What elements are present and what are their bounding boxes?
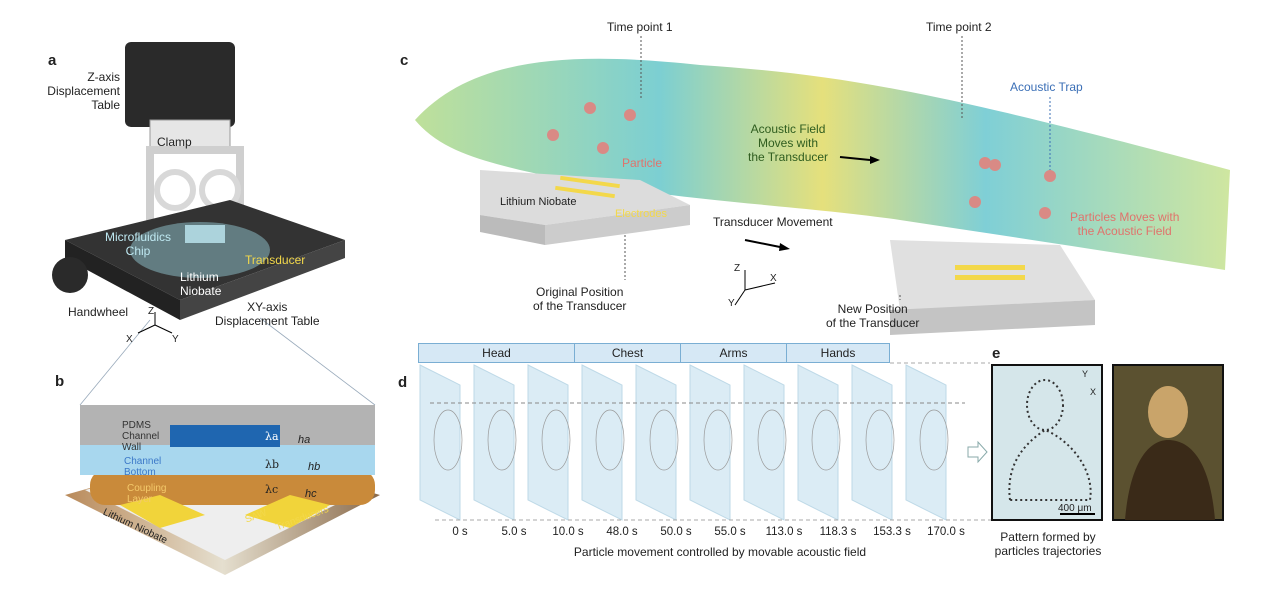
clamp-label: Clamp (157, 135, 192, 149)
axis-x-e: X (1090, 387, 1097, 397)
device-cross-section-illustration (65, 317, 380, 575)
pdms-label: PDMS Channel Wall (122, 420, 160, 453)
panel-d-caption: Particle movement controlled by movable … (573, 545, 867, 559)
axis-z-c: Z (734, 263, 741, 274)
handwheel-label: Handwheel (68, 305, 129, 319)
outline-sketch (541, 409, 571, 471)
group-header-chest: Chest (574, 343, 681, 363)
outline-sketch (433, 409, 463, 471)
trajectory-frame (581, 364, 623, 521)
microscope-stage-illustration (52, 42, 345, 320)
time-tick: 113.0 s (765, 526, 803, 538)
group-header-head: Head (418, 343, 575, 363)
time-tick: 10.0 s (552, 526, 584, 538)
coupling-layer-label: Coupling Layer (127, 483, 167, 505)
time-tick: 55.0 s (714, 526, 746, 538)
microfluidics-label: Microfluidics Chip (105, 230, 172, 258)
time-tick: 170.0 s (927, 526, 965, 538)
time-tick: 0 s (452, 526, 468, 538)
transducer-label: Transducer (245, 253, 306, 267)
trajectory-frame (905, 364, 947, 521)
trajectory-frame (473, 364, 515, 521)
panel-label-c: c (400, 52, 409, 69)
h-a: ha (298, 434, 311, 446)
panel-label-d: d (398, 374, 408, 391)
xy-table-label: XY-axis Displacement Table (215, 300, 320, 328)
time-tick: 118.3 s (819, 526, 857, 538)
panel-label-a: a (48, 52, 57, 69)
time-tick: 50.0 s (660, 526, 692, 538)
group-header-hands: Hands (786, 343, 890, 363)
lithium-label-c: Lithium Niobate (500, 196, 577, 208)
trajectory-frame (851, 364, 893, 521)
time-point-2-label: Time point 2 (926, 20, 992, 34)
field-moves-label: Acoustic Field Moves with the Transducer (748, 122, 829, 164)
trajectory-frames (419, 362, 1000, 521)
trajectory-frame (635, 364, 677, 521)
axis-x-c: X (770, 273, 777, 284)
pattern-images (991, 364, 1224, 521)
particles-move-label: Particles Moves with the Acoustic Field (1070, 210, 1180, 238)
lithium-label-a: Lithium Niobate (180, 270, 222, 298)
lambda-c: λc (265, 483, 279, 496)
acoustic-trap-label: Acoustic Trap (1010, 80, 1083, 94)
outline-sketch (919, 409, 949, 471)
trajectory-frame (743, 364, 785, 521)
panel-e-caption: Pattern formed by particles trajectories (994, 530, 1102, 558)
outline-sketch (865, 409, 895, 471)
time-tick: 5.0 s (501, 526, 527, 538)
particle-label: Particle (622, 156, 663, 170)
time-tick: 153.3 s (873, 526, 911, 538)
axis-y-a: Y (172, 334, 179, 345)
trajectory-frame (797, 364, 839, 521)
transducer-movement-label: Transducer Movement (713, 215, 833, 229)
outline-sketch (703, 409, 733, 471)
axis-y-e: Y (1082, 369, 1089, 379)
trajectory-frame (689, 364, 731, 521)
channel-bottom-label: Channel Bottom (124, 456, 162, 478)
group-header-arms: Arms (680, 343, 787, 363)
lambda-a: λa (265, 430, 279, 443)
panel-label-b: b (55, 373, 65, 390)
outline-sketch (487, 409, 517, 471)
time-tick: 48.0 s (606, 526, 638, 538)
new-position-label: New Position of the Transducer (826, 302, 920, 330)
particles (547, 102, 1056, 219)
z-table-label: Z-axis Displacement Table (47, 70, 120, 112)
h-c: hc (305, 488, 317, 500)
time-point-1-label: Time point 1 (607, 20, 673, 34)
axis-z-a: Z (148, 306, 155, 317)
acoustic-field-surface (137, 36, 1230, 335)
electrodes-label: Electrodes (615, 208, 667, 220)
trajectory-frame (419, 364, 461, 521)
scale-bar-label: 400 μm (1058, 503, 1092, 514)
trajectory-frame (527, 364, 569, 521)
outline-sketch (649, 409, 679, 471)
outline-sketch (811, 409, 841, 471)
axis-x-a: X (126, 334, 133, 345)
outline-sketch (757, 409, 787, 471)
axis-y-c: Y (728, 298, 735, 309)
outline-sketch (595, 409, 625, 471)
panel-label-e: e (992, 345, 1001, 362)
original-position-label: Original Position of the Transducer (533, 285, 627, 313)
lambda-b: λb (265, 458, 280, 471)
h-b: hb (308, 461, 321, 473)
